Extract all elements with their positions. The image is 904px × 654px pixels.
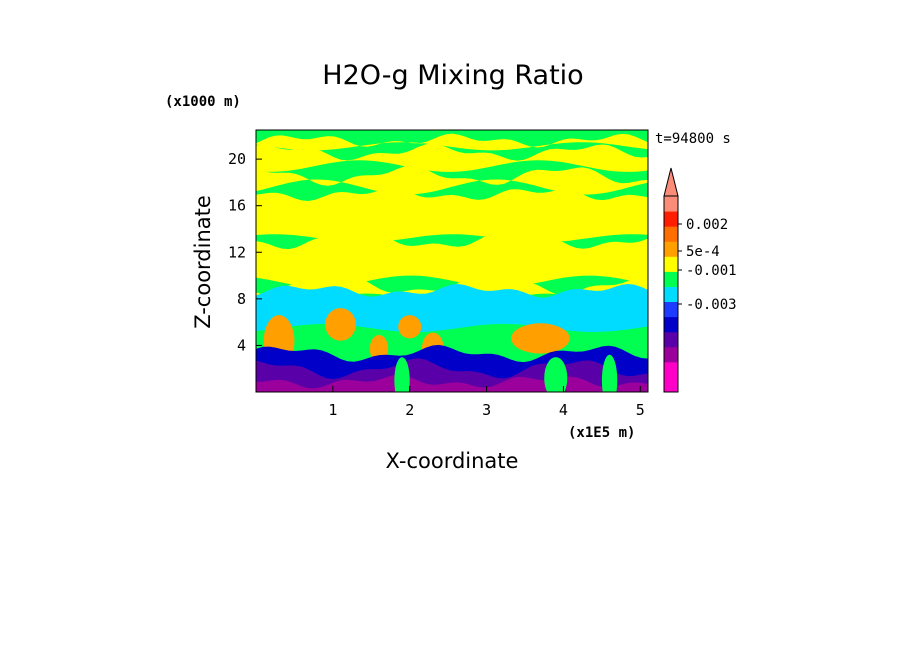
- contour-band-1-3: [256, 187, 648, 243]
- x-tick-label: 3: [482, 401, 491, 419]
- contour-band-1-0: [256, 133, 648, 151]
- y-tick-label: 16: [228, 197, 246, 215]
- contour-band-1-2: [256, 165, 648, 195]
- x-tick-label: 2: [405, 401, 414, 419]
- x-unit-label: (x1E5 m): [568, 425, 635, 441]
- colorbar-segment: [664, 301, 678, 318]
- colorbar-segment: [664, 271, 678, 287]
- colorbar-frame: [663, 195, 679, 393]
- y-tick-label: 20: [228, 150, 246, 168]
- contour-field: [256, 130, 648, 392]
- contour-blob-3-1: [325, 308, 356, 341]
- contour-blob-7-1: [601, 354, 618, 392]
- contour-band-0-1: [256, 157, 648, 190]
- contour-band-1-4: [256, 233, 648, 288]
- colorbar-segment: [664, 331, 678, 348]
- y-unit-label: (x1000 m): [165, 94, 241, 110]
- x-tick-label: 1: [328, 401, 337, 419]
- colorbar: 0.002 5e-4 -0.001 -0.003: [663, 167, 737, 393]
- contour-blob-3-3: [398, 315, 422, 339]
- colorbar-segment: [664, 361, 678, 378]
- plot-frame: [255, 129, 649, 393]
- colorbar-extend-arrow: [663, 167, 679, 197]
- x-axis-title: X-coordinate: [386, 449, 519, 473]
- colorbar-segment: [664, 241, 678, 257]
- colorbar-segment: [664, 286, 678, 303]
- y-axis: 4 8 12 16 20: [228, 150, 262, 354]
- colorbar-segment: [664, 211, 678, 227]
- colorbar-label: -0.001: [686, 263, 737, 279]
- x-tick-label: 5: [636, 401, 645, 419]
- contour-blob-3-2: [511, 323, 570, 354]
- y-axis-title: Z-coordinate: [191, 195, 215, 329]
- time-label: t=94800 s: [655, 131, 731, 147]
- colorbar-label: -0.003: [686, 297, 737, 313]
- x-tick-label: 4: [559, 401, 568, 419]
- colorbar-segment: [664, 226, 678, 242]
- colorbar-segment: [664, 316, 678, 333]
- colorbar-segment: [664, 376, 678, 393]
- contour-band-1-1: [256, 143, 648, 172]
- contour-blob-7-0: [544, 357, 568, 392]
- colorbar-label: 0.002: [686, 217, 728, 233]
- colorbar-segment: [664, 256, 678, 272]
- y-tick-label: 12: [228, 243, 246, 261]
- colorbar-segment: [664, 346, 678, 363]
- contour-blob-7-2: [394, 357, 410, 392]
- x-axis: 1 2 3 4 5: [328, 386, 645, 419]
- y-tick-label: 8: [237, 290, 246, 308]
- colorbar-segment: [664, 196, 678, 212]
- y-tick-label: 4: [237, 336, 246, 354]
- colorbar-label: 5e-4: [686, 244, 720, 260]
- chart-title: H2O-g Mixing Ratio: [322, 60, 583, 91]
